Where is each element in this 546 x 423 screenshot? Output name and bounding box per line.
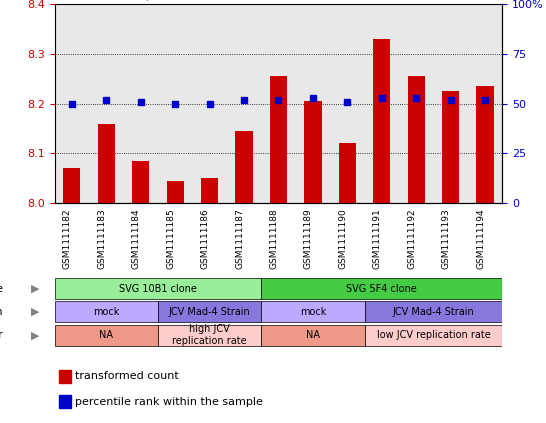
Text: cell line: cell line xyxy=(0,284,3,294)
FancyBboxPatch shape xyxy=(55,325,158,346)
Text: infection: infection xyxy=(0,307,3,317)
Bar xyxy=(132,161,149,203)
Text: GDS4852 / 7999102: GDS4852 / 7999102 xyxy=(77,0,217,2)
Bar xyxy=(304,101,322,203)
FancyBboxPatch shape xyxy=(55,302,158,322)
FancyBboxPatch shape xyxy=(261,302,365,322)
Text: percentile rank within the sample: percentile rank within the sample xyxy=(75,397,263,407)
Bar xyxy=(235,131,253,203)
Text: JCV Mad-4 Strain: JCV Mad-4 Strain xyxy=(393,307,474,317)
Text: SVG 10B1 clone: SVG 10B1 clone xyxy=(119,284,197,294)
Text: NA: NA xyxy=(99,330,113,340)
Bar xyxy=(477,86,494,203)
FancyBboxPatch shape xyxy=(365,302,502,322)
FancyBboxPatch shape xyxy=(158,302,261,322)
Text: mock: mock xyxy=(93,307,120,317)
FancyBboxPatch shape xyxy=(261,278,502,299)
FancyBboxPatch shape xyxy=(55,278,261,299)
Text: SVG 5F4 clone: SVG 5F4 clone xyxy=(346,284,417,294)
Text: transformed count: transformed count xyxy=(75,371,179,382)
Bar xyxy=(59,370,71,382)
Bar xyxy=(98,124,115,203)
Text: high JCV
replication rate: high JCV replication rate xyxy=(173,324,247,346)
Text: JCV Mad-4 Strain: JCV Mad-4 Strain xyxy=(169,307,251,317)
FancyBboxPatch shape xyxy=(365,325,502,346)
Bar xyxy=(339,143,356,203)
Bar xyxy=(59,395,71,408)
FancyBboxPatch shape xyxy=(158,325,261,346)
Bar xyxy=(167,181,184,203)
FancyBboxPatch shape xyxy=(261,325,365,346)
Text: ▶: ▶ xyxy=(31,307,40,317)
Text: ▶: ▶ xyxy=(31,330,40,340)
Text: low JCV replication rate: low JCV replication rate xyxy=(377,330,490,340)
Text: other: other xyxy=(0,330,3,340)
Text: ▶: ▶ xyxy=(31,284,40,294)
Bar xyxy=(201,178,218,203)
Bar xyxy=(270,76,287,203)
Text: mock: mock xyxy=(300,307,326,317)
Bar xyxy=(373,39,390,203)
Bar xyxy=(442,91,459,203)
Bar xyxy=(63,168,80,203)
Text: NA: NA xyxy=(306,330,320,340)
Bar xyxy=(408,76,425,203)
